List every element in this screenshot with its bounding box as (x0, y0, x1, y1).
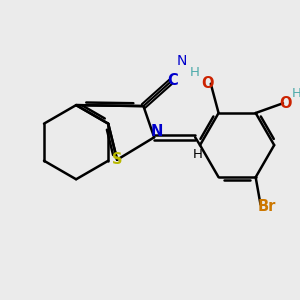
Text: N: N (176, 54, 187, 68)
Text: H: H (193, 148, 203, 161)
Text: N: N (151, 124, 163, 139)
Text: H: H (190, 65, 200, 79)
Text: H: H (292, 87, 300, 100)
Text: O: O (280, 96, 292, 111)
Text: C: C (167, 73, 178, 88)
Text: Br: Br (257, 199, 276, 214)
Text: O: O (202, 76, 214, 91)
Text: S: S (112, 152, 122, 167)
